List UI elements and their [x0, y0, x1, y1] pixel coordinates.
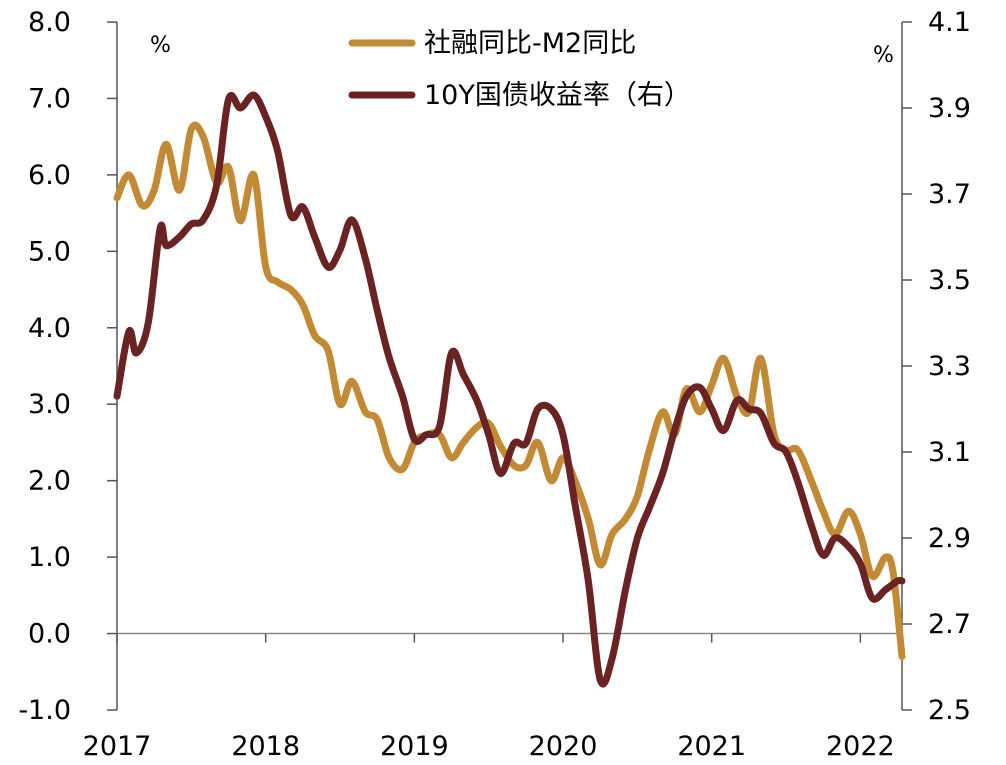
left-tick-label: 2.0	[28, 466, 71, 497]
x-tick-label: 2021	[677, 731, 746, 762]
legend-label-spread: 社融同比-M2同比	[424, 28, 636, 59]
legend-label-bond-yield: 10Y国债收益率（右）	[424, 80, 691, 111]
left-tick-label: -1.0	[18, 695, 71, 726]
right-tick-label: 3.3	[928, 351, 971, 382]
left-y-axis-ticks: 8.0 7.0 6.0 5.0 4.0 3.0 2.0 1.0 0.0 -1.0	[18, 7, 117, 726]
right-tick-label: 2.9	[928, 523, 971, 554]
x-tick-label: 2019	[380, 731, 449, 762]
right-tick-label: 4.1	[928, 7, 971, 38]
series-line-spread	[113, 121, 906, 660]
right-tick-label: 3.5	[928, 265, 971, 296]
left-tick-label: 7.0	[28, 83, 71, 114]
left-tick-label: 5.0	[28, 236, 71, 267]
left-axis-unit: %	[150, 33, 171, 58]
x-tick-label: 2022	[826, 731, 895, 762]
series-line-bond-yield	[113, 91, 906, 688]
axes	[116, 22, 903, 710]
x-tick-label: 2017	[83, 731, 152, 762]
right-tick-label: 3.7	[928, 179, 971, 210]
right-y-axis-ticks: 4.1 3.9 3.7 3.5 3.3 3.1 2.9 2.7 2.5	[902, 7, 971, 726]
right-tick-label: 3.1	[928, 437, 971, 468]
right-tick-label: 2.7	[928, 609, 971, 640]
left-tick-label: 6.0	[28, 160, 71, 191]
left-tick-label: 1.0	[28, 542, 71, 573]
x-tick-label: 2018	[231, 731, 300, 762]
legend: 社融同比-M2同比 10Y国债收益率（右）	[348, 28, 691, 111]
series-layer	[113, 91, 906, 688]
left-tick-label: 4.0	[28, 313, 71, 344]
right-tick-label: 3.9	[928, 93, 971, 124]
x-tick-label: 2020	[529, 731, 598, 762]
right-tick-label: 2.5	[928, 695, 971, 726]
x-axis-ticks: 2017 2018 2019 2020 2021 2022	[83, 633, 895, 762]
left-tick-label: 8.0	[28, 7, 71, 38]
left-tick-label: 3.0	[28, 389, 71, 420]
right-axis-unit: %	[873, 43, 894, 68]
left-tick-label: 0.0	[28, 619, 71, 650]
